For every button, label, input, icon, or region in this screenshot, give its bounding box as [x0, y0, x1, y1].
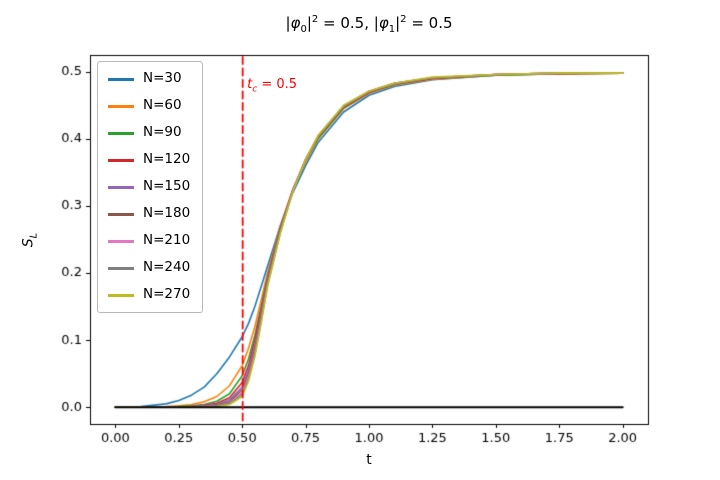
- legend-label: N=150: [143, 178, 191, 195]
- legend-line-swatch: [108, 212, 134, 216]
- legend-item: N=180: [108, 204, 190, 224]
- legend-line-swatch: [108, 104, 134, 108]
- critical-time-annotation: tc = 0.5: [247, 77, 297, 95]
- text-part: |: [306, 14, 312, 32]
- text-part: 2: [311, 14, 319, 25]
- chart-title: |φ0|2 = 0.5, |φ1|2 = 0.5: [90, 14, 648, 35]
- legend-label: N=270: [143, 286, 191, 303]
- text-part: = 0.5, |: [318, 14, 379, 32]
- legend-line-swatch: [108, 293, 134, 297]
- legend-label: N=90: [143, 124, 182, 141]
- legend-line-swatch: [108, 131, 134, 135]
- text-part: 2: [400, 14, 407, 25]
- legend-item: N=210: [108, 231, 190, 251]
- legend-line-swatch: [108, 185, 134, 189]
- text-part: 0: [300, 24, 307, 35]
- text-part: = 0.5: [257, 77, 298, 92]
- text-part: t: [247, 77, 253, 92]
- text-part: 1: [388, 24, 396, 35]
- text-part: S: [20, 238, 37, 248]
- legend-label: N=240: [143, 259, 191, 276]
- text-part: φ: [378, 14, 389, 32]
- legend-label: N=60: [143, 97, 182, 114]
- legend-line-swatch: [108, 158, 134, 162]
- legend-item: N=90: [108, 123, 190, 143]
- legend: N=30 N=60 N=90 N=120 N=150 N=180 N=210 N=240 N=2…: [97, 61, 204, 313]
- legend-item: N=270: [108, 285, 190, 305]
- legend-line-swatch: [108, 77, 134, 81]
- text-part: c: [252, 84, 258, 95]
- legend-item: N=150: [108, 177, 190, 197]
- legend-label: N=120: [143, 151, 191, 168]
- legend-label: N=210: [143, 232, 191, 249]
- text-part: |: [395, 14, 401, 32]
- legend-item: N=30: [108, 69, 190, 89]
- legend-item: N=240: [108, 258, 190, 278]
- text-part: |: [285, 14, 291, 32]
- legend-label: N=30: [143, 70, 182, 87]
- legend-label: N=180: [143, 205, 191, 222]
- x-axis-label: t: [366, 452, 372, 468]
- y-axis-label: SL: [21, 233, 40, 247]
- legend-line-swatch: [108, 239, 134, 243]
- legend-line-swatch: [108, 266, 134, 270]
- text-part: L: [28, 232, 40, 239]
- text-part: = 0.5: [406, 14, 453, 32]
- legend-item: N=60: [108, 96, 190, 116]
- text-part: φ: [290, 14, 301, 32]
- legend-item: N=120: [108, 150, 190, 170]
